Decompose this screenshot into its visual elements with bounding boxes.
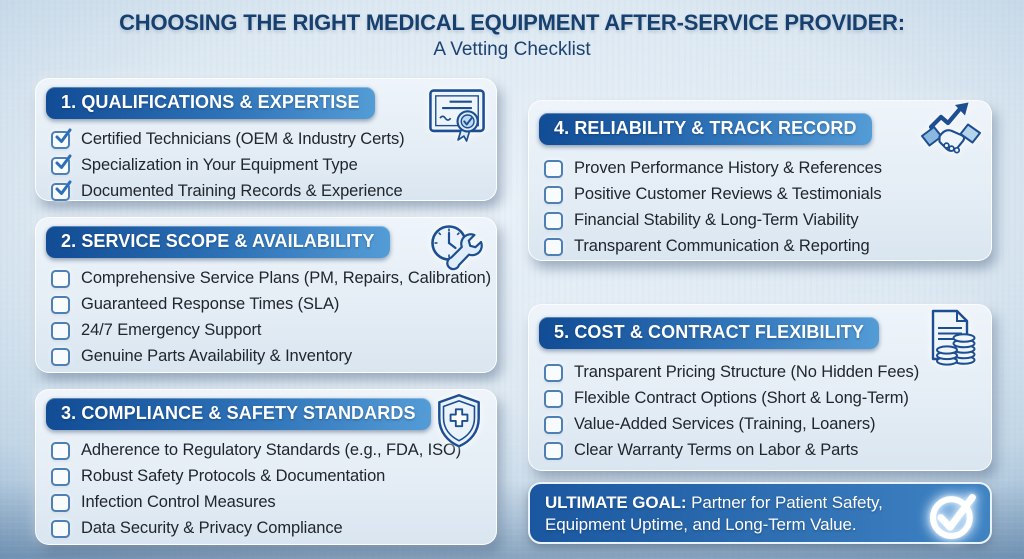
checklist-item: Guaranteed Response Times (SLA) — [51, 292, 486, 317]
checklist-item-label: Value-Added Services (Training, Loaners) — [574, 415, 876, 433]
checklist-item-label: Robust Safety Protocols & Documentation — [81, 467, 386, 485]
checklist-item: 24/7 Emergency Support — [51, 318, 486, 343]
section-heading: 4. RELIABILITY & TRACK RECORD — [539, 113, 872, 145]
checklist-item-label: 24/7 Emergency Support — [81, 321, 262, 339]
check-circle-icon — [926, 487, 982, 543]
ultimate-goal-text: ULTIMATE GOAL: Partner for Patient Safet… — [545, 492, 920, 535]
checkbox[interactable] — [51, 467, 70, 486]
page-title: CHOOSING THE RIGHT MEDICAL EQUIPMENT AFT… — [119, 10, 905, 35]
card-service-scope: 2. SERVICE SCOPE & AVAILABILITY Comprehe… — [35, 217, 497, 373]
checklist-item: Transparent Pricing Structure (No Hidden… — [544, 360, 981, 385]
section-heading: 1. QUALIFICATIONS & EXPERTISE — [46, 87, 375, 119]
checklist-item: Certified Technicians (OEM & Industry Ce… — [51, 127, 486, 152]
card-qualifications: 1. QUALIFICATIONS & EXPERTISE Certified … — [35, 78, 497, 201]
checklist-item-label: Transparent Pricing Structure (No Hidden… — [574, 363, 920, 381]
checklist-item: Adherence to Regulatory Standards (e.g.,… — [51, 438, 486, 463]
checkbox[interactable] — [544, 237, 563, 256]
checklist-item: Infection Control Measures — [51, 490, 486, 515]
checklist-item: Comprehensive Service Plans (PM, Repairs… — [51, 266, 491, 291]
checklist-item-label: Infection Control Measures — [81, 493, 276, 511]
checklist-item: Financial Stability & Long-Term Viabilit… — [544, 208, 981, 233]
checkbox[interactable] — [51, 269, 70, 288]
checklist-item: Value-Added Services (Training, Loaners) — [544, 412, 981, 437]
checkbox[interactable] — [51, 493, 70, 512]
checklist-item-label: Documented Training Records & Experience — [81, 182, 403, 200]
checkbox[interactable] — [544, 441, 563, 460]
ultimate-goal-description: Partner for Patient Safety, Equipment Up… — [545, 493, 883, 534]
checkbox[interactable] — [51, 321, 70, 340]
checklist-item-label: Flexible Contract Options (Short & Long-… — [574, 389, 909, 407]
checklist-item: Robust Safety Protocols & Documentation — [51, 464, 486, 489]
checklist-item: Flexible Contract Options (Short & Long-… — [544, 386, 981, 411]
checklist-item-label: Guaranteed Response Times (SLA) — [81, 295, 340, 313]
checklist-item-label: Proven Performance History & References — [574, 159, 882, 177]
page-subtitle: A Vetting Checklist — [433, 39, 591, 60]
checklist-item: Proven Performance History & References — [544, 156, 981, 181]
checklist-item-label: Positive Customer Reviews & Testimonials — [574, 185, 882, 203]
checkbox[interactable] — [51, 154, 72, 175]
checklist-item: Positive Customer Reviews & Testimonials — [544, 182, 981, 207]
section-heading: 3. COMPLIANCE & SAFETY STANDARDS — [46, 398, 431, 430]
checklist-item: Data Security & Privacy Compliance — [51, 516, 486, 541]
section-heading: 5. COST & CONTRACT FLEXIBILITY — [539, 317, 880, 349]
checkbox[interactable] — [544, 415, 563, 434]
checklist-item-label: Adherence to Regulatory Standards (e.g.,… — [81, 441, 462, 459]
checklist-item: Transparent Communication & Reporting — [544, 234, 981, 259]
checklist-item: Documented Training Records & Experience — [51, 179, 486, 204]
checkbox[interactable] — [544, 159, 563, 178]
checkbox[interactable] — [51, 128, 72, 149]
card-reliability: 4. RELIABILITY & TRACK RECORD Proven Per… — [528, 100, 992, 261]
checklist-item-label: Data Security & Privacy Compliance — [81, 519, 343, 537]
section-heading: 2. SERVICE SCOPE & AVAILABILITY — [46, 226, 390, 258]
card-compliance: 3. COMPLIANCE & SAFETY STANDARDS Adheren… — [35, 389, 497, 545]
checklist-item-label: Financial Stability & Long-Term Viabilit… — [574, 211, 859, 229]
checkbox[interactable] — [544, 363, 563, 382]
checkbox[interactable] — [544, 211, 563, 230]
checkbox[interactable] — [544, 185, 563, 204]
ultimate-goal-label: ULTIMATE GOAL: — [545, 493, 687, 512]
checklist-item-label: Transparent Communication & Reporting — [574, 237, 870, 255]
ultimate-goal-banner: ULTIMATE GOAL: Partner for Patient Safet… — [528, 482, 992, 544]
checklist-item-label: Clear Warranty Terms on Labor & Parts — [574, 441, 859, 459]
checkbox[interactable] — [51, 347, 70, 366]
checklist-item: Genuine Parts Availability & Inventory — [51, 344, 486, 369]
checkbox[interactable] — [51, 180, 72, 201]
checkbox[interactable] — [51, 295, 70, 314]
checkbox[interactable] — [544, 389, 563, 408]
checklist-item-label: Certified Technicians (OEM & Industry Ce… — [81, 130, 405, 148]
checklist-item: Specialization in Your Equipment Type — [51, 153, 486, 178]
checkbox[interactable] — [51, 441, 70, 460]
checklist-item-label: Comprehensive Service Plans (PM, Repairs… — [81, 269, 492, 287]
checklist-item-label: Specialization in Your Equipment Type — [81, 156, 358, 174]
card-cost-contract: 5. COST & CONTRACT FLEXIBILITY — [528, 304, 992, 471]
checklist-item-label: Genuine Parts Availability & Inventory — [81, 347, 353, 365]
checkbox[interactable] — [51, 519, 70, 538]
checklist-item: Clear Warranty Terms on Labor & Parts — [544, 438, 981, 463]
